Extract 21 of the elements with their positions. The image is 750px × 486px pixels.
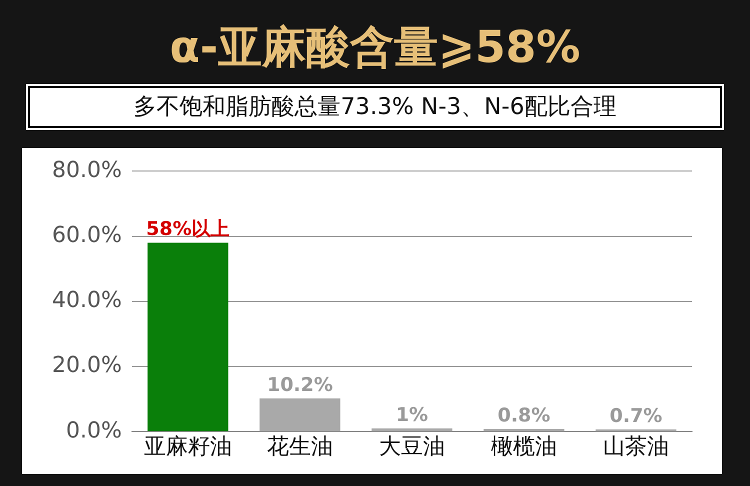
data-label: 0.7% xyxy=(610,404,662,427)
x-tick-label: 花生油 xyxy=(266,434,333,460)
y-tick-label: 20.0% xyxy=(52,353,122,378)
y-tick-label: 60.0% xyxy=(52,223,122,248)
x-tick-label: 亚麻籽油 xyxy=(144,434,232,460)
x-tick-label: 山茶油 xyxy=(602,434,669,460)
bar xyxy=(148,242,228,432)
bar xyxy=(260,398,340,432)
bar xyxy=(372,428,452,432)
chart-subtitle: 多不饱和脂肪酸总量73.3% N-3、N-6配比合理 xyxy=(28,86,722,128)
bar xyxy=(484,428,564,432)
x-tick-label: 大豆油 xyxy=(378,434,445,460)
data-label: 58%以上 xyxy=(146,218,230,240)
y-tick-label: 80.0% xyxy=(52,158,122,183)
y-tick-label: 0.0% xyxy=(66,418,122,444)
data-label: 0.8% xyxy=(498,404,550,426)
chart-title: α-亚麻酸含量⩾58% xyxy=(168,21,582,75)
x-tick-label: 橄榄油 xyxy=(490,434,557,460)
data-label: 10.2% xyxy=(266,374,333,396)
y-tick-label: 40.0% xyxy=(52,288,122,314)
data-label: 1% xyxy=(396,404,428,426)
